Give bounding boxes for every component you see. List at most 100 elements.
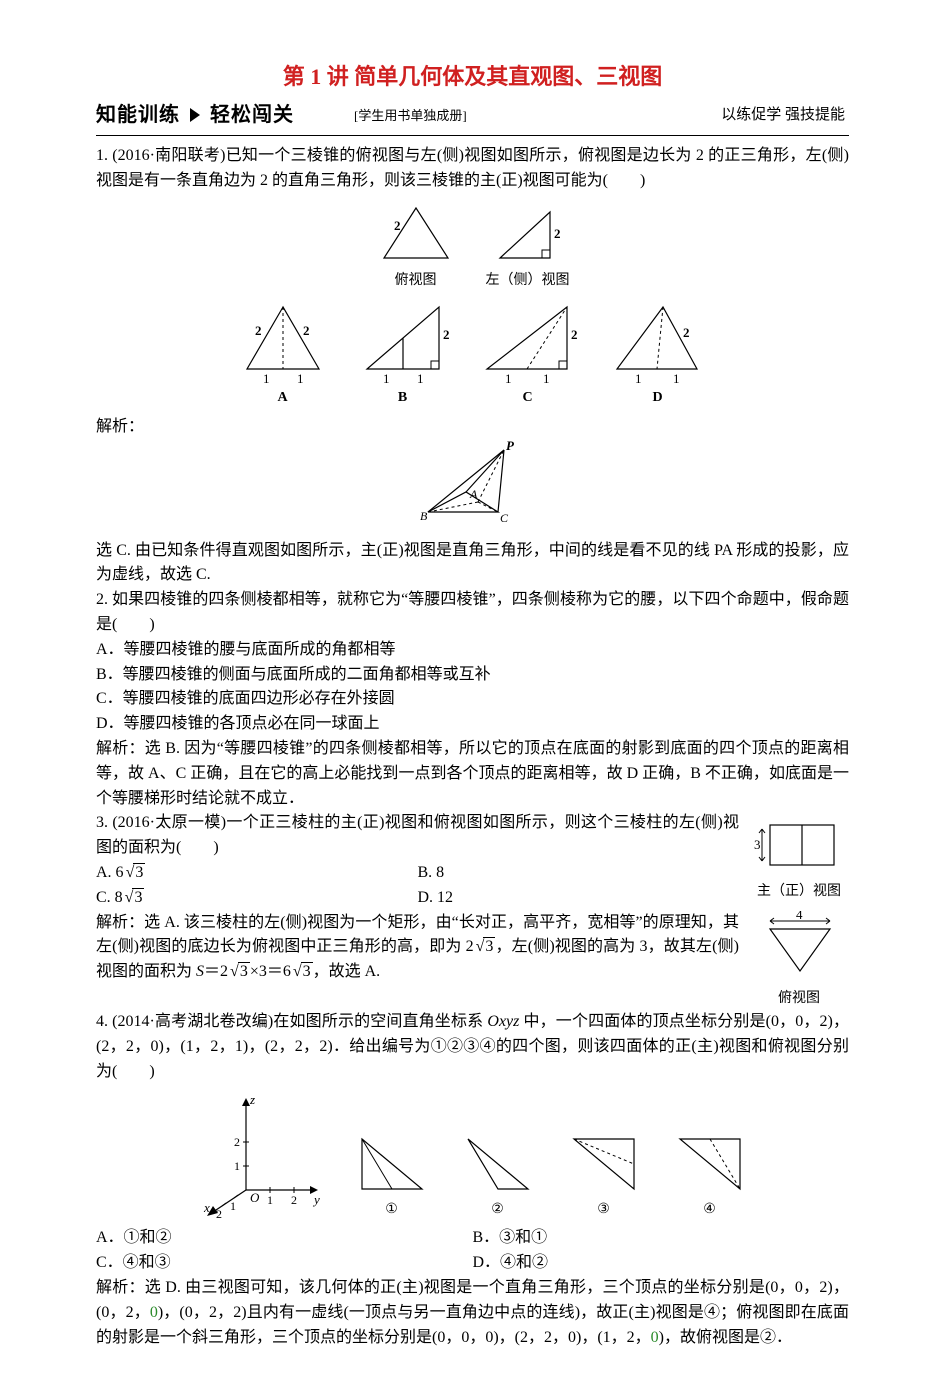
- q4-opt-b: B．③和①: [473, 1226, 850, 1251]
- svg-text:1: 1: [417, 371, 424, 386]
- q4-figures: z y x O 1 2 1 2 1 2 ① ②: [96, 1090, 849, 1220]
- label-d: D: [603, 387, 713, 409]
- q3-sol-5: ，故选 A.: [313, 963, 381, 980]
- q1-fig-side-view: 2 左（侧）视图: [486, 200, 570, 292]
- q3-sol-S: S: [196, 963, 204, 980]
- q1-solution-text: 选 C. 由已知条件得直观图如图所示，主(正)视图是直角三角形，中间的线是看不见…: [96, 542, 849, 584]
- q3-sol-r1: 3: [483, 937, 495, 955]
- svg-text:1: 1: [383, 371, 390, 386]
- q4-fig-2: ②: [458, 1129, 538, 1221]
- q3-a-rad: 3: [133, 863, 145, 881]
- q1-opt-a: 2 2 1 1 A: [233, 297, 333, 409]
- q4-label-1: ①: [352, 1199, 432, 1221]
- subtitle-text-2: 轻松闯关: [210, 104, 294, 126]
- triangle-icon: [190, 108, 200, 122]
- q3-sol-3: ＝2: [204, 963, 228, 980]
- q4-opt-c: C．④和③: [96, 1251, 473, 1276]
- q1-opt-d: 2 1 1 D: [603, 297, 713, 409]
- divider: [96, 135, 849, 136]
- q1-solution-figure: P A B C: [96, 440, 849, 539]
- q4-green-1: 0: [150, 1304, 158, 1321]
- subtitle-right: 以练促学 强技提能: [721, 104, 849, 127]
- svg-text:1: 1: [263, 371, 270, 386]
- q2-opt-b: B．等腰四棱锥的侧面与底面所成的二面角都相等或互补: [96, 663, 849, 688]
- x-1: 1: [230, 1199, 236, 1213]
- q3-opt-b: B. 8: [418, 861, 740, 886]
- q1-fig-top-view: 2 俯视图: [376, 200, 456, 292]
- svg-text:1: 1: [297, 371, 304, 386]
- q3-sol-r2: 3: [238, 962, 250, 980]
- label-c: C: [473, 387, 583, 409]
- x-2: 2: [216, 1207, 222, 1220]
- q3-text: 3. (2016·太原一模)一个正三棱柱的主(正)视图和俯视图如图所示，则这个三…: [96, 811, 849, 861]
- q1-opt-c: 2 1 1 C: [473, 297, 583, 409]
- y-2: 2: [291, 1193, 297, 1207]
- z-1: 1: [234, 1159, 240, 1173]
- q3-top-view-label: 俯视图: [749, 988, 849, 1010]
- q3-c-rad: 3: [132, 888, 144, 906]
- axis-y: y: [312, 1192, 320, 1207]
- q3-opt-d: D. 12: [418, 886, 740, 911]
- label-b: B: [353, 387, 453, 409]
- subtitle-left: 知能训练 轻松闯关: [96, 100, 294, 131]
- q4-sol-3: )，故俯视图是②．: [659, 1329, 792, 1346]
- q3-a-pre: A. 6: [96, 864, 124, 881]
- svg-text:1: 1: [635, 371, 642, 386]
- label-a: A: [233, 387, 333, 409]
- lesson-title: 第 1 讲 简单几何体及其直观图、三视图: [96, 60, 849, 94]
- q4-label-4: ④: [670, 1199, 750, 1221]
- subtitle-text-1: 知能训练: [96, 104, 180, 126]
- q4-t1: 4. (2014·高考湖北卷改编)在如图所示的空间直角坐标系: [96, 1013, 487, 1030]
- svg-text:2: 2: [683, 325, 690, 340]
- q2-opt-c: C．等腰四棱锥的底面四边形必存在外接圆: [96, 687, 849, 712]
- svg-text:C: C: [500, 511, 509, 525]
- q1-solution-label: 解析：: [96, 415, 849, 440]
- q1-opt-b: 2 1 1 B: [353, 297, 453, 409]
- q4-solution: 解析：选 D. 由三视图可知，该几何体的正(主)视图是一个直角三角形，三个顶点的…: [96, 1276, 849, 1350]
- q3-opt-a: A. 6 3: [96, 861, 418, 886]
- svg-text:2: 2: [394, 218, 401, 233]
- svg-text:2: 2: [443, 327, 450, 342]
- svg-text:A: A: [469, 487, 478, 501]
- q4-options: A．①和② B．③和① C．④和③ D．④和②: [96, 1226, 849, 1276]
- subtitle-bar: 知能训练 轻松闯关 [学生用书单独成册] 以练促学 强技提能: [96, 100, 849, 131]
- q3-main-view-label: 主（正）视图: [749, 881, 849, 903]
- axis-z: z: [249, 1092, 255, 1107]
- q3-dim-3: 3: [754, 837, 761, 852]
- q3-solution: 解析：选 A. 该三棱柱的左(侧)视图为一个矩形，由“长对正，高平齐，宽相等”的…: [96, 911, 849, 985]
- q2-text: 2. 如果四棱锥的四条侧棱都相等，就称它为“等腰四棱锥”，四条侧棱称为它的腰，以…: [96, 588, 849, 638]
- q1-solution: 选 C. 由已知条件得直观图如图所示，主(正)视图是直角三角形，中间的线是看不见…: [96, 539, 849, 589]
- svg-text:P: P: [506, 440, 515, 453]
- svg-text:2: 2: [255, 323, 262, 338]
- q4-O: O: [487, 1013, 499, 1030]
- subtitle-mid: [学生用书单独成册]: [354, 106, 467, 126]
- q4-label-2: ②: [458, 1199, 538, 1221]
- q1-options-figures: 2 2 1 1 A 2 1 1 B 2: [96, 297, 849, 409]
- q4-xyz: xyz: [499, 1013, 519, 1030]
- q4-fig-1: ①: [352, 1129, 432, 1221]
- q3-sol-r3: 3: [301, 962, 313, 980]
- q1-given-figures: 2 俯视图 2 左（侧）视图: [96, 200, 849, 292]
- q3-sol-4: ×3＝6: [250, 963, 291, 980]
- q2-opt-a: A．等腰四棱锥的腰与底面所成的角都相等: [96, 638, 849, 663]
- axis-x: x: [203, 1200, 210, 1215]
- q4-fig-4: ④: [670, 1129, 750, 1221]
- q3-options: A. 63 B. 8 C. 83 D. 12: [96, 861, 739, 911]
- q4-coord-system: z y x O 1 2 1 2 1 2: [196, 1090, 326, 1220]
- label-side-view: 左（侧）视图: [486, 270, 570, 292]
- q3-figure-main: 3 主（正）视图: [749, 811, 849, 902]
- axis-O: O: [250, 1190, 260, 1205]
- q4-opt-d: D．④和②: [473, 1251, 850, 1276]
- q2-solution: 解析：选 B. 因为“等腰四棱锥”的四条侧棱都相等，所以它的顶点在底面的射影到底…: [96, 737, 849, 811]
- svg-text:2: 2: [571, 327, 578, 342]
- label-top-view: 俯视图: [376, 270, 456, 292]
- q1-text: 1. (2016·南阳联考)已知一个三棱锥的俯视图与左(侧)视图如图所示，俯视图…: [96, 144, 849, 194]
- q4-fig-3: ③: [564, 1129, 644, 1221]
- q4-opt-a: A．①和②: [96, 1226, 473, 1251]
- q4-label-3: ③: [564, 1199, 644, 1221]
- svg-text:B: B: [420, 509, 428, 523]
- svg-text:1: 1: [505, 371, 512, 386]
- svg-text:2: 2: [303, 323, 310, 338]
- z-2: 2: [234, 1135, 240, 1149]
- q3-figure-top: 4 俯视图: [749, 911, 849, 1010]
